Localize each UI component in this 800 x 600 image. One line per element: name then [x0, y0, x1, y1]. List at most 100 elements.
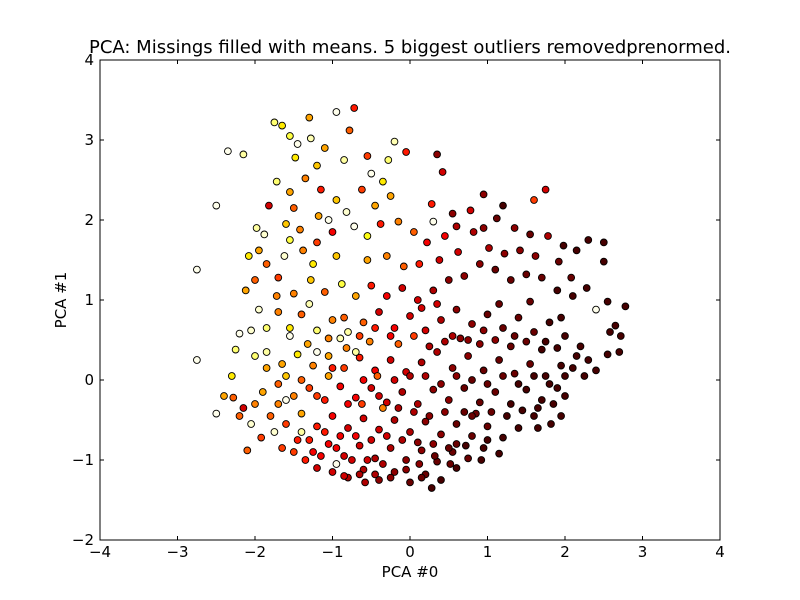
scatter-point: [379, 404, 387, 412]
scatter-point: [427, 200, 436, 208]
scatter-point: [390, 416, 399, 424]
scatter-point: [534, 424, 542, 432]
scatter-point: [510, 224, 519, 232]
scatter-point: [468, 412, 476, 420]
scatter-point: [367, 436, 376, 444]
scatter-point: [297, 376, 306, 384]
scatter-point: [537, 345, 546, 354]
scatter-point: [592, 366, 600, 375]
scatter-point: [289, 392, 298, 400]
scatter-point: [427, 484, 436, 492]
scatter-point: [355, 470, 364, 479]
scatter-point: [317, 452, 325, 460]
scatter-point: [582, 284, 591, 292]
scatter-point: [495, 300, 503, 308]
scatter-point: [336, 432, 345, 440]
scatter-point: [491, 336, 500, 344]
scatter-point: [514, 313, 523, 322]
scatter-point: [468, 376, 476, 384]
scatter-point: [293, 140, 302, 148]
scatter-point: [286, 324, 294, 332]
scatter-point: [554, 257, 563, 266]
scatter-point: [386, 444, 395, 452]
scatter-point: [363, 232, 372, 240]
scatter-point: [371, 470, 379, 479]
scatter-point: [475, 260, 484, 268]
scatter-point: [278, 444, 286, 452]
scatter-point: [479, 190, 488, 199]
scatter-point: [376, 220, 385, 228]
scatter-point: [280, 252, 289, 260]
scatter-point: [545, 380, 554, 388]
scatter-point: [479, 326, 488, 335]
scatter-point: [324, 372, 333, 380]
scatter-point: [557, 361, 565, 370]
scatter-point: [421, 326, 430, 335]
scatter-point: [423, 238, 431, 247]
scatter-point: [506, 276, 515, 284]
scatter-point: [224, 147, 232, 156]
scatter-point: [313, 422, 321, 431]
scatter-point: [262, 260, 271, 268]
scatter-point: [297, 409, 306, 418]
scatter-point: [278, 121, 286, 130]
scatter-point: [500, 249, 509, 258]
scatter-point: [541, 185, 550, 194]
scatter-point: [324, 334, 333, 343]
scatter-point: [559, 241, 568, 250]
scatter-point: [373, 372, 382, 380]
scatter-point: [415, 260, 424, 268]
scatter-point: [611, 321, 620, 330]
scatter-point: [406, 478, 414, 487]
scatter-point: [433, 300, 441, 308]
scatter-point: [402, 465, 410, 474]
scatter-point: [572, 246, 581, 255]
x-tick-label: −2: [244, 543, 266, 561]
scatter-point: [444, 396, 453, 404]
scatter-point: [417, 358, 426, 367]
scatter-point: [506, 400, 515, 408]
scatter-point: [526, 230, 534, 239]
scatter-point: [382, 252, 391, 260]
scatter-point: [313, 161, 321, 170]
scatter-point: [499, 433, 507, 442]
scatter-point: [282, 420, 290, 428]
scatter-point: [413, 438, 422, 447]
scatter-point: [429, 286, 438, 295]
scatter-point: [270, 118, 279, 127]
scatter-point: [616, 332, 625, 340]
scatter-point: [421, 372, 430, 380]
scatter-point: [398, 284, 407, 292]
scatter-point: [351, 292, 360, 300]
scatter-point: [262, 348, 271, 356]
scatter-point: [553, 286, 562, 295]
scatter-point: [621, 302, 630, 311]
scatter-point: [530, 328, 538, 336]
scatter-point: [303, 340, 312, 348]
scatter-point: [282, 220, 290, 228]
x-tick-label: 1: [483, 543, 493, 561]
scatter-point: [309, 361, 317, 370]
scatter-point: [358, 400, 366, 408]
scatter-point: [410, 332, 418, 340]
scatter-point: [425, 342, 434, 351]
x-tick-label: 0: [405, 543, 415, 561]
scatter-point: [561, 372, 569, 380]
scatter-point: [260, 230, 269, 239]
scatter-point: [452, 440, 461, 448]
scatter-point: [464, 336, 472, 344]
scatter-point: [305, 113, 314, 122]
scatter-point: [278, 360, 286, 368]
scatter-point: [464, 352, 472, 360]
scatter-point: [367, 384, 376, 392]
scatter-point: [386, 356, 395, 364]
scatter-point: [328, 412, 337, 420]
scatter-point: [365, 337, 374, 346]
x-tick-label: −4: [89, 543, 111, 561]
scatter-point: [309, 260, 317, 268]
scatter-point: [359, 376, 368, 384]
scatter-point: [437, 380, 445, 388]
scatter-point: [212, 201, 221, 210]
scatter-point: [355, 353, 364, 362]
scatter-point: [340, 452, 348, 460]
